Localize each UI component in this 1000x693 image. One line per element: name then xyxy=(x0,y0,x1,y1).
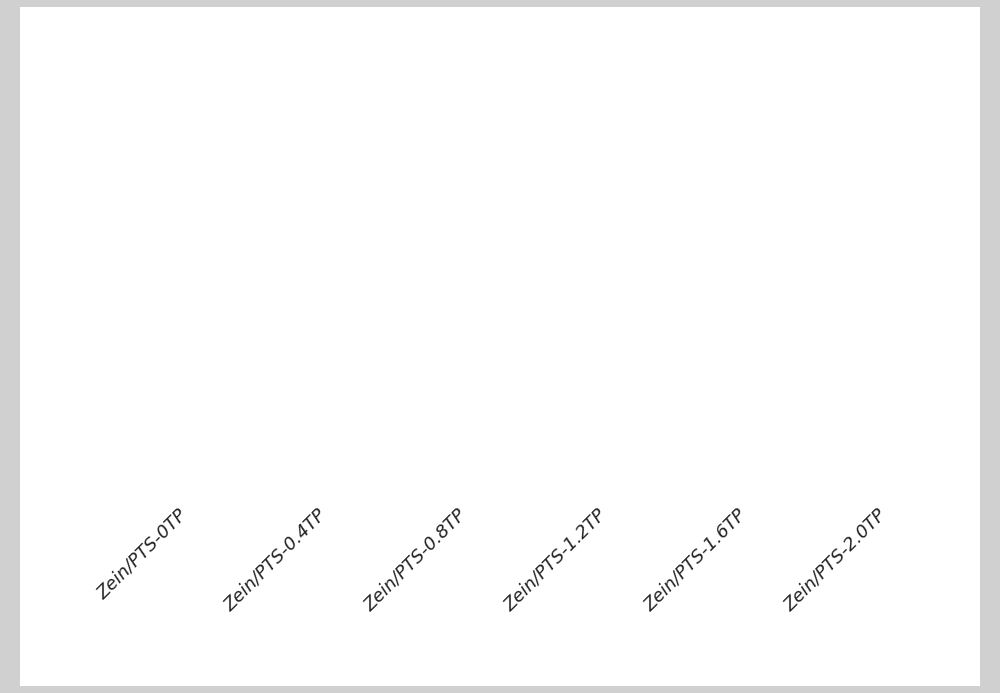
Bar xyxy=(845,123,913,485)
Text: Zein/PTS-0.8TP: Zein/PTS-0.8TP xyxy=(361,506,470,615)
Text: Zein/PTS-1.2TP: Zein/PTS-1.2TP xyxy=(501,506,610,615)
Title: ABTS: ABTS xyxy=(496,36,584,69)
Bar xyxy=(303,271,371,485)
Text: Zein/PTS-0TP: Zein/PTS-0TP xyxy=(93,506,190,603)
Y-axis label: Trolox(mg)Trolox equivalent/g film: Trolox(mg)Trolox equivalent/g film xyxy=(60,130,78,438)
Bar xyxy=(167,452,235,485)
Bar xyxy=(574,177,642,485)
Text: Zein/PTS-2.0TP: Zein/PTS-2.0TP xyxy=(781,506,890,615)
Bar xyxy=(709,143,777,485)
Bar xyxy=(438,217,506,485)
Text: Zein/PTS-0.4TP: Zein/PTS-0.4TP xyxy=(221,506,330,615)
Text: Zein/PTS-1.6TP: Zein/PTS-1.6TP xyxy=(641,506,750,615)
